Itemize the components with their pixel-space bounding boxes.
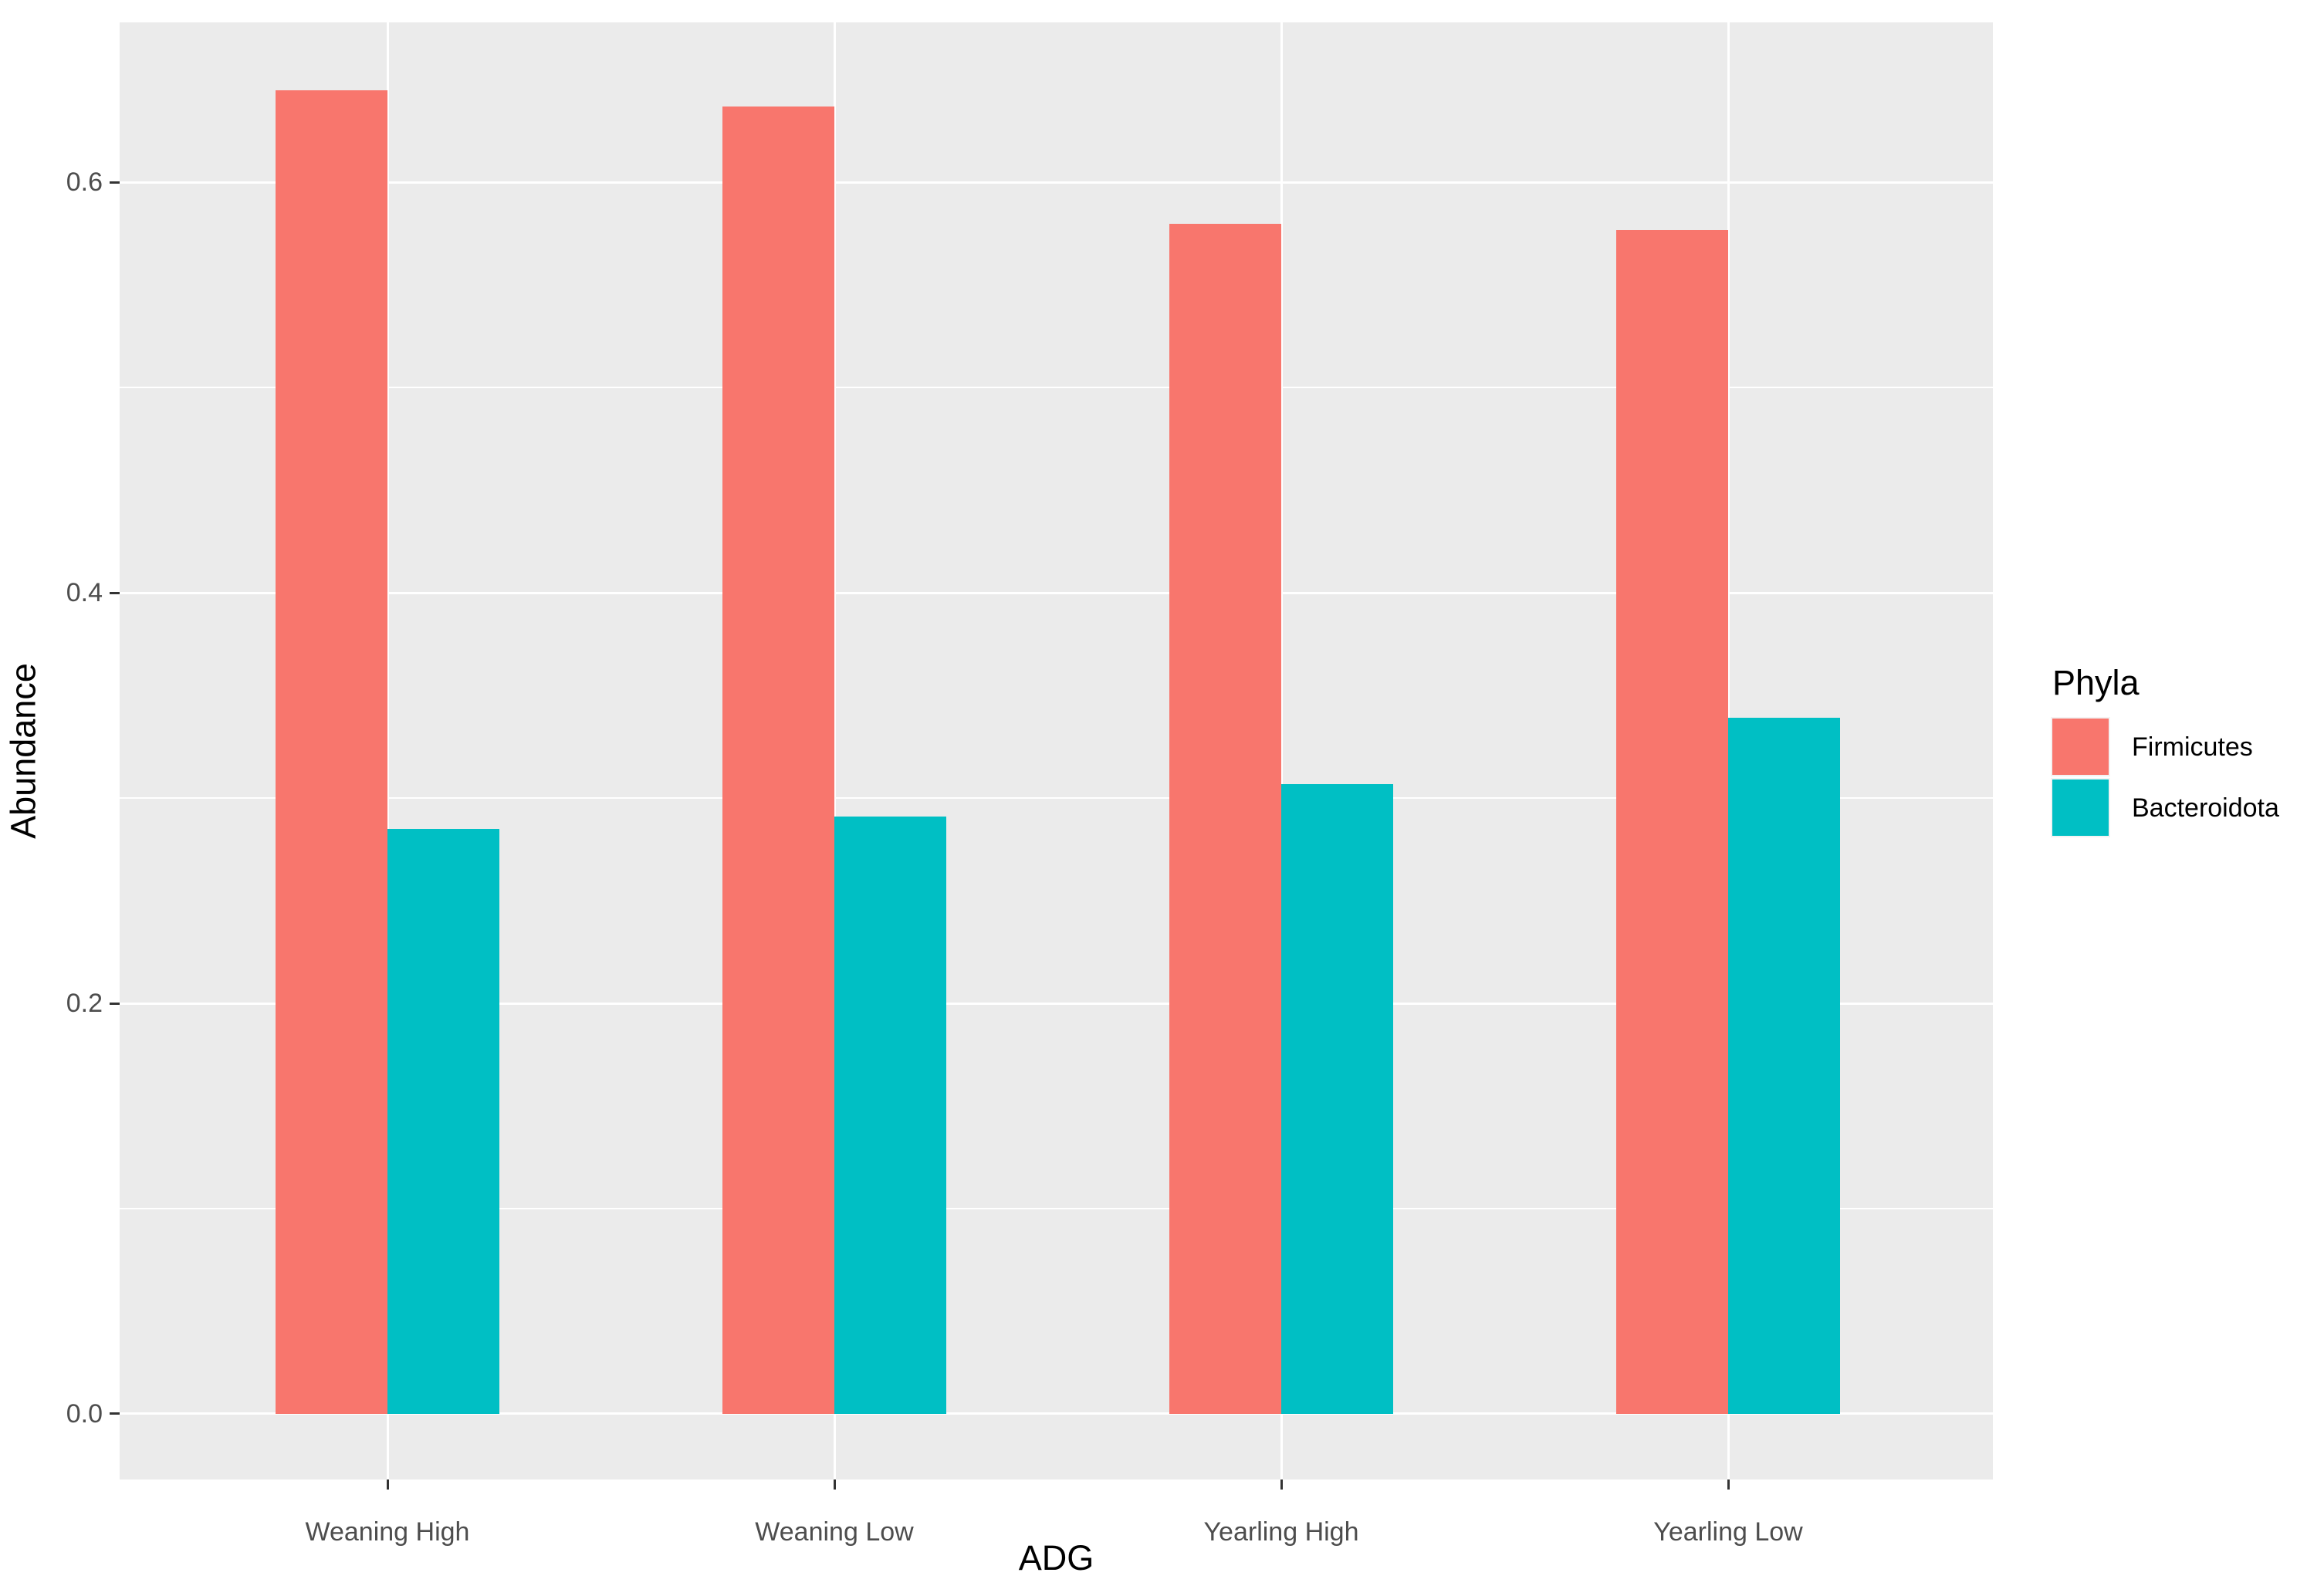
gridline-major bbox=[120, 181, 1993, 184]
x-axis-tick bbox=[386, 1479, 389, 1490]
legend-key-swatch bbox=[2051, 778, 2110, 837]
x-tick-label: Weaning High bbox=[305, 1517, 470, 1547]
bar-firmicutes-yearling-high bbox=[1169, 223, 1281, 1414]
x-tick-label: Weaning Low bbox=[755, 1517, 914, 1547]
legend-label: Bacteroidota bbox=[2132, 793, 2279, 823]
gridline-major bbox=[120, 591, 1993, 594]
legend-key-swatch bbox=[2051, 717, 2110, 776]
y-axis-tick bbox=[110, 1002, 120, 1005]
bar-bacteroidota-weaning-low bbox=[834, 817, 946, 1414]
gridline-minor bbox=[120, 1207, 1993, 1209]
x-tick-label: Yearling High bbox=[1203, 1517, 1359, 1547]
x-axis-title: ADG bbox=[1018, 1538, 1094, 1578]
y-axis-tick bbox=[110, 591, 120, 594]
y-tick-label: 0.6 bbox=[66, 167, 103, 198]
plot-panel bbox=[120, 22, 1993, 1479]
y-axis-title: Abundance bbox=[3, 663, 43, 839]
legend-entry-bacteroidota: Bacteroidota bbox=[2051, 778, 2279, 837]
legend-title: Phyla bbox=[2052, 663, 2140, 702]
bar-firmicutes-weaning-low bbox=[722, 107, 834, 1414]
y-axis-tick bbox=[110, 181, 120, 184]
gridline-minor bbox=[120, 797, 1993, 800]
gridline-major bbox=[120, 1002, 1993, 1005]
y-axis-tick bbox=[110, 1412, 120, 1415]
bar-bacteroidota-yearling-low bbox=[1728, 718, 1840, 1414]
bar-bacteroidota-yearling-high bbox=[1281, 783, 1393, 1414]
x-axis-tick bbox=[1280, 1479, 1283, 1490]
bar-bacteroidota-weaning-high bbox=[387, 829, 499, 1414]
x-axis-tick bbox=[1727, 1479, 1730, 1490]
x-axis-tick bbox=[833, 1479, 836, 1490]
y-tick-label: 0.4 bbox=[66, 578, 103, 608]
legend-entry-firmicutes: Firmicutes bbox=[2051, 717, 2279, 776]
y-tick-label: 0.0 bbox=[66, 1398, 103, 1429]
legend-label: Firmicutes bbox=[2132, 732, 2253, 762]
y-tick-label: 0.2 bbox=[66, 989, 103, 1019]
gridline-vertical bbox=[386, 22, 389, 1479]
bar-firmicutes-weaning-high bbox=[276, 90, 387, 1414]
legend: Phyla Firmicutes Bacteroidota bbox=[2051, 665, 2279, 839]
bar-firmicutes-yearling-low bbox=[1616, 229, 1728, 1414]
gridline-major bbox=[120, 1412, 1993, 1415]
gridline-vertical bbox=[1280, 22, 1283, 1479]
gridline-vertical bbox=[833, 22, 836, 1479]
x-tick-label: Yearling Low bbox=[1653, 1517, 1803, 1547]
gridline-minor bbox=[120, 387, 1993, 389]
